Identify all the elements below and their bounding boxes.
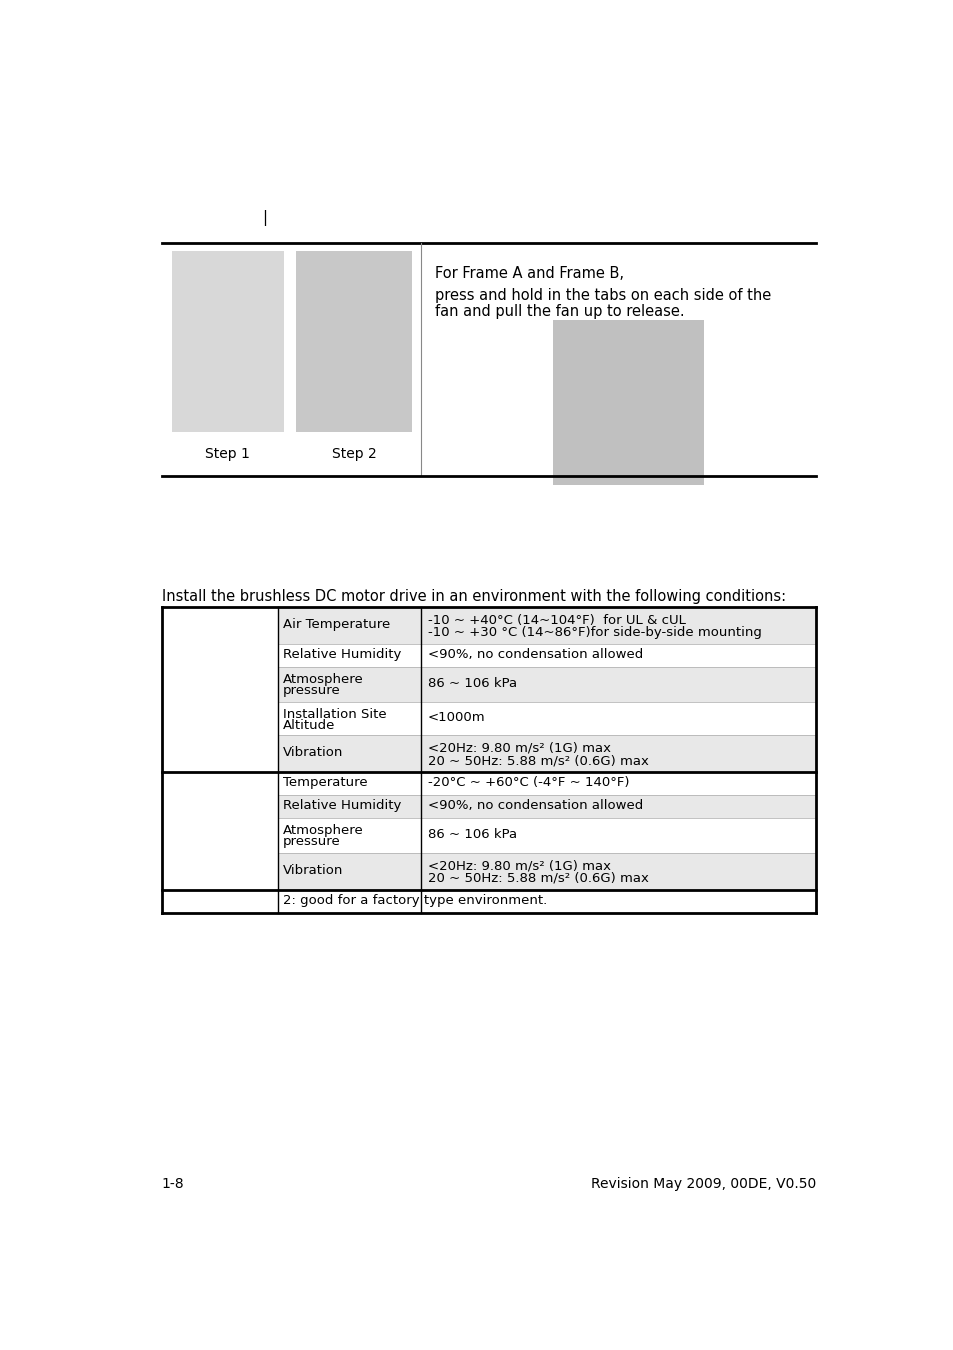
Bar — [421, 644, 815, 667]
Bar — [278, 853, 421, 890]
Bar — [421, 818, 815, 853]
Bar — [421, 608, 815, 644]
Bar — [172, 251, 284, 432]
Bar — [162, 702, 278, 734]
Bar — [278, 644, 421, 667]
Text: Vibration: Vibration — [282, 864, 343, 878]
Text: press and hold in the tabs on each side of the: press and hold in the tabs on each side … — [435, 288, 771, 302]
Text: fan and pull the fan up to release.: fan and pull the fan up to release. — [435, 305, 684, 320]
Text: 20 ~ 50Hz: 5.88 m/s² (0.6G) max: 20 ~ 50Hz: 5.88 m/s² (0.6G) max — [427, 872, 648, 886]
Bar — [162, 667, 278, 702]
Bar — [162, 795, 278, 818]
Text: |: | — [262, 209, 268, 225]
Text: 86 ~ 106 kPa: 86 ~ 106 kPa — [427, 676, 517, 690]
Text: Relative Humidity: Relative Humidity — [282, 648, 400, 662]
Text: Altitude: Altitude — [282, 718, 335, 732]
Bar — [421, 853, 815, 890]
Text: Installation Site: Installation Site — [282, 707, 386, 721]
Bar — [553, 320, 703, 486]
Text: 1-8: 1-8 — [162, 1177, 184, 1191]
Text: Temperature: Temperature — [282, 776, 367, 790]
Text: -10 ~ +30 °C (14~86°F)for side-by-side mounting: -10 ~ +30 °C (14~86°F)for side-by-side m… — [427, 626, 760, 640]
Bar — [421, 702, 815, 734]
Text: <20Hz: 9.80 m/s² (1G) max: <20Hz: 9.80 m/s² (1G) max — [427, 860, 610, 872]
Bar — [278, 608, 421, 644]
Text: For Frame A and Frame B,: For Frame A and Frame B, — [435, 266, 624, 281]
Bar — [162, 890, 815, 913]
Text: Atmosphere: Atmosphere — [282, 674, 363, 686]
Bar — [295, 251, 412, 432]
Text: <20Hz: 9.80 m/s² (1G) max: <20Hz: 9.80 m/s² (1G) max — [427, 741, 610, 755]
Text: Step 2: Step 2 — [332, 447, 376, 460]
Text: Vibration: Vibration — [282, 747, 343, 759]
Bar — [278, 667, 421, 702]
Bar — [421, 795, 815, 818]
Bar — [278, 702, 421, 734]
Bar — [162, 644, 278, 667]
Bar — [278, 772, 421, 795]
Bar — [278, 818, 421, 853]
Text: <90%, no condensation allowed: <90%, no condensation allowed — [427, 648, 642, 662]
Bar — [162, 734, 278, 772]
Bar — [278, 734, 421, 772]
Text: 2: good for a factory type environment.: 2: good for a factory type environment. — [282, 894, 546, 907]
Bar — [421, 243, 815, 477]
Text: Install the brushless DC motor drive in an environment with the following condit: Install the brushless DC motor drive in … — [162, 590, 785, 605]
Bar — [421, 667, 815, 702]
Bar — [162, 608, 278, 644]
Text: Relative Humidity: Relative Humidity — [282, 799, 400, 813]
Text: -20°C ~ +60°C (-4°F ~ 140°F): -20°C ~ +60°C (-4°F ~ 140°F) — [427, 776, 629, 790]
Bar — [278, 795, 421, 818]
Bar — [162, 243, 421, 477]
Bar — [162, 818, 278, 853]
Text: Air Temperature: Air Temperature — [282, 618, 390, 632]
Text: <1000m: <1000m — [427, 710, 485, 724]
Text: 20 ~ 50Hz: 5.88 m/s² (0.6G) max: 20 ~ 50Hz: 5.88 m/s² (0.6G) max — [427, 755, 648, 767]
Text: Revision May 2009, 00DE, V0.50: Revision May 2009, 00DE, V0.50 — [590, 1177, 815, 1191]
Text: 86 ~ 106 kPa: 86 ~ 106 kPa — [427, 828, 517, 841]
Text: -10 ~ +40°C (14~104°F)  for UL & cUL: -10 ~ +40°C (14~104°F) for UL & cUL — [427, 614, 685, 626]
Bar — [421, 734, 815, 772]
Bar — [421, 772, 815, 795]
Text: <90%, no condensation allowed: <90%, no condensation allowed — [427, 799, 642, 813]
Text: pressure: pressure — [282, 684, 340, 697]
Bar — [162, 772, 278, 795]
Bar — [162, 853, 278, 890]
Text: Atmosphere: Atmosphere — [282, 825, 363, 837]
Text: pressure: pressure — [282, 836, 340, 848]
Text: Step 1: Step 1 — [205, 447, 250, 460]
